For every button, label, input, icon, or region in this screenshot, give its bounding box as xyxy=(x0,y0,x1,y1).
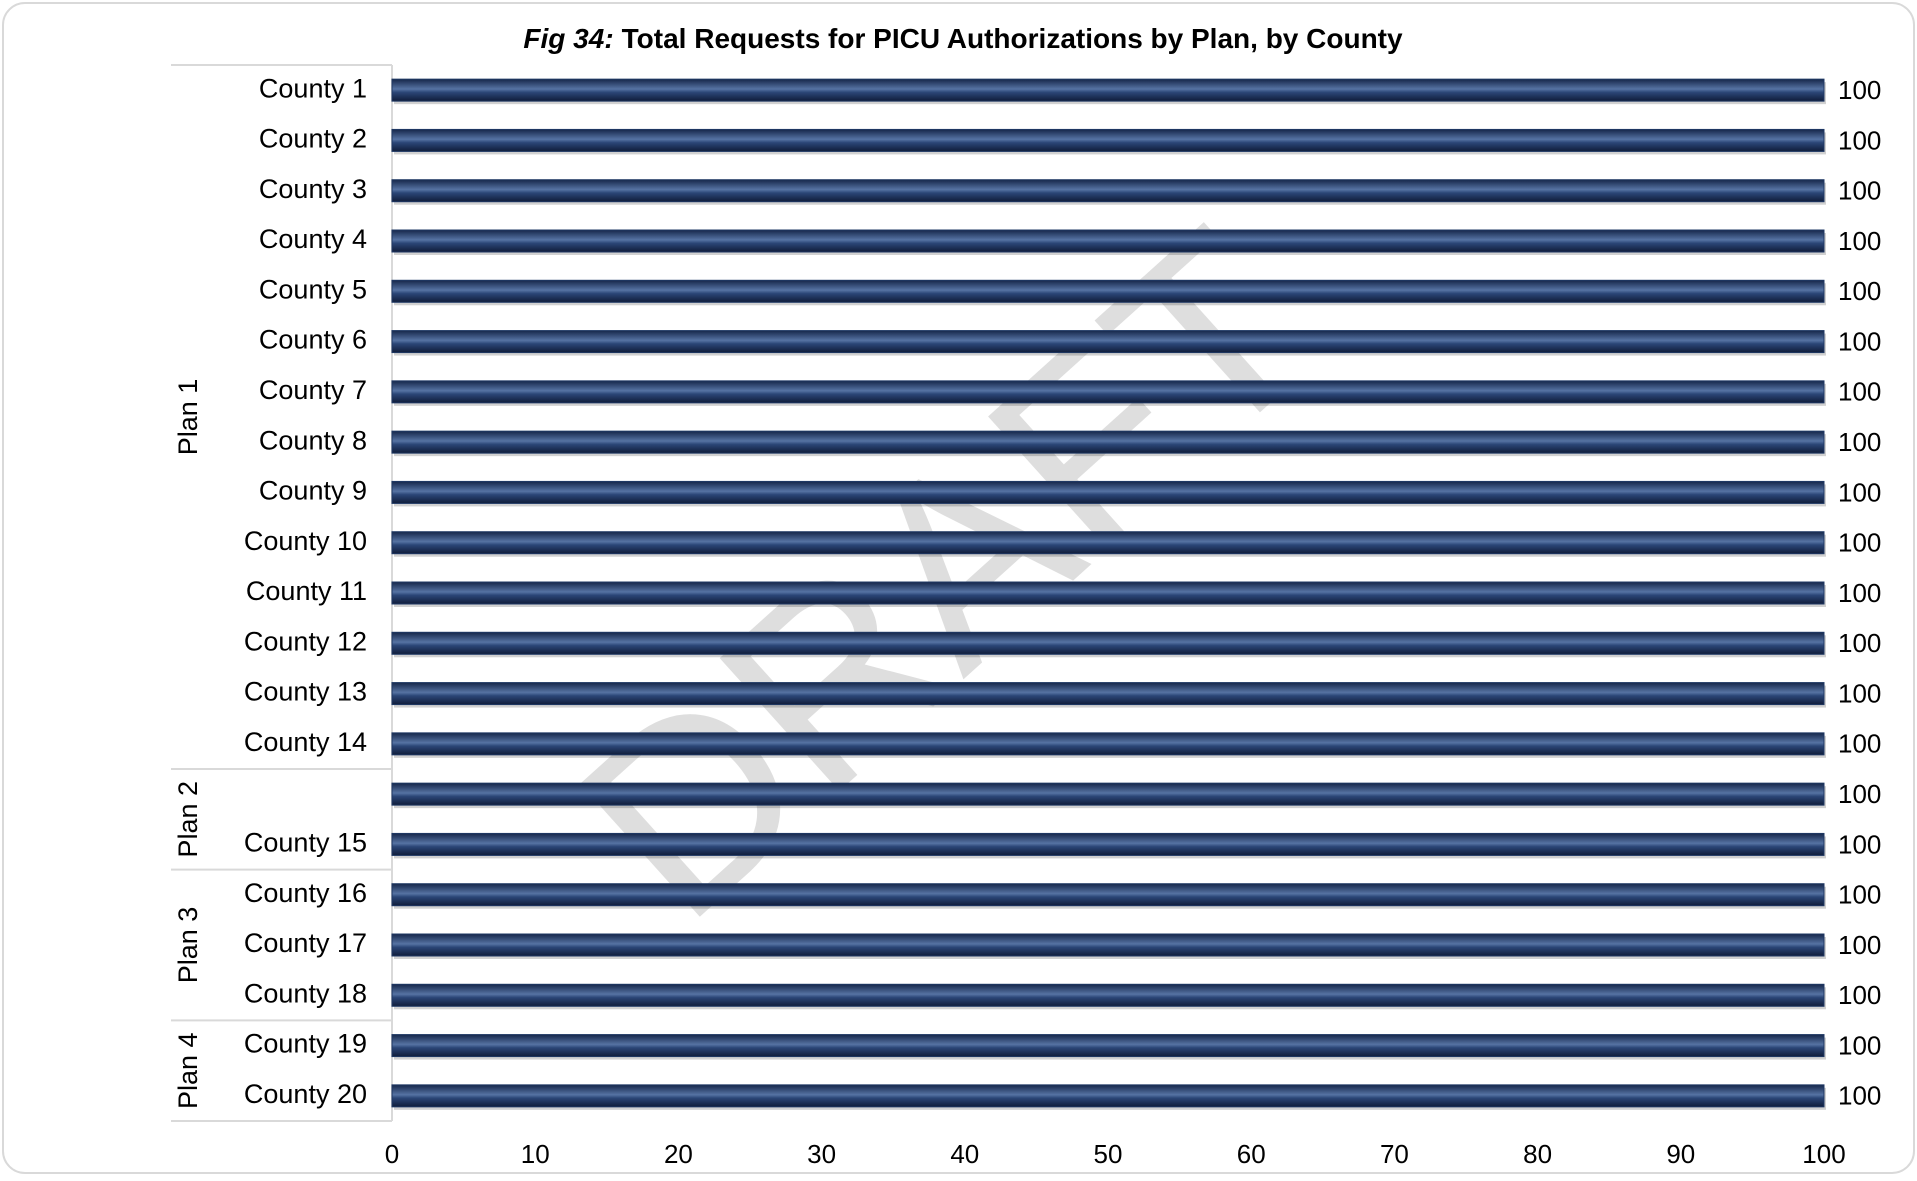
x-tick-label: 90 xyxy=(1666,1139,1695,1169)
y-tick-label: County 15 xyxy=(244,828,367,858)
x-tick-label: 50 xyxy=(1094,1139,1123,1169)
bar xyxy=(391,380,1825,404)
y-tick-label: County 9 xyxy=(259,476,367,506)
y-tick-label: County 11 xyxy=(246,576,367,606)
value-label: 100 xyxy=(1838,628,1881,658)
y-tick-label: County 3 xyxy=(259,174,367,204)
y-tick-label: County 18 xyxy=(244,978,367,1008)
x-tick-label: 0 xyxy=(385,1139,399,1169)
x-tick-label: 30 xyxy=(807,1139,836,1169)
value-label: 100 xyxy=(1838,678,1881,708)
y-tick-label: County 5 xyxy=(259,274,367,304)
value-label: 100 xyxy=(1838,226,1881,256)
y-tick-label: County 2 xyxy=(259,124,367,154)
value-label: 100 xyxy=(1838,477,1881,507)
x-tick-label: 100 xyxy=(1802,1139,1845,1169)
bar xyxy=(391,128,1825,152)
value-label: 100 xyxy=(1838,980,1881,1010)
bar xyxy=(391,480,1825,504)
y-tick-label: County 14 xyxy=(244,727,367,757)
y-tick-label: County 1 xyxy=(259,73,367,103)
value-label: 100 xyxy=(1838,125,1881,155)
x-tick-label: 70 xyxy=(1380,1139,1409,1169)
y-tick-label: County 19 xyxy=(244,1029,367,1059)
bar xyxy=(391,531,1825,555)
bar xyxy=(391,732,1825,756)
y-tick-label: County 16 xyxy=(244,878,367,908)
y-tick-label: County 10 xyxy=(244,526,367,556)
x-tick-label: 60 xyxy=(1237,1139,1266,1169)
value-label: 100 xyxy=(1838,1030,1881,1060)
title-main: Total Requests for PICU Authorizations b… xyxy=(622,23,1403,54)
y-tick-label: County 6 xyxy=(259,325,367,355)
value-label: 100 xyxy=(1838,528,1881,558)
value-label: 100 xyxy=(1838,880,1881,910)
y-tick-label: County 7 xyxy=(259,375,367,405)
bar xyxy=(391,631,1825,655)
value-label: 100 xyxy=(1838,377,1881,407)
value-label: 100 xyxy=(1838,729,1881,759)
bar xyxy=(391,229,1825,253)
bar xyxy=(391,179,1825,203)
bar xyxy=(391,279,1825,303)
value-label: 100 xyxy=(1838,75,1881,105)
value-label: 100 xyxy=(1838,326,1881,356)
bar xyxy=(391,883,1825,907)
value-label: 100 xyxy=(1838,930,1881,960)
x-tick-label: 10 xyxy=(521,1139,550,1169)
y-tick-label: County 20 xyxy=(244,1079,367,1109)
bar xyxy=(391,933,1825,957)
group-label: Plan 4 xyxy=(173,1032,203,1109)
chart-title: Fig 34: Total Requests for PICU Authoriza… xyxy=(523,23,1403,54)
x-tick-label: 40 xyxy=(950,1139,979,1169)
bar xyxy=(391,782,1825,806)
x-tick-label: 20 xyxy=(664,1139,693,1169)
bar xyxy=(391,682,1825,706)
value-label: 100 xyxy=(1838,779,1881,809)
value-label: 100 xyxy=(1838,578,1881,608)
y-tick-label: County 17 xyxy=(244,928,367,958)
bar xyxy=(391,581,1825,605)
bar xyxy=(391,983,1825,1007)
group-label: Plan 1 xyxy=(173,379,203,456)
bar xyxy=(391,78,1825,102)
value-label: 100 xyxy=(1838,427,1881,457)
value-label: 100 xyxy=(1838,829,1881,859)
bar xyxy=(391,1084,1825,1108)
y-tick-label: County 4 xyxy=(259,224,367,254)
value-label: 100 xyxy=(1838,1081,1881,1111)
bar xyxy=(391,832,1825,856)
title-prefix: Fig 34: xyxy=(523,23,613,54)
x-tick-label: 80 xyxy=(1523,1139,1552,1169)
y-tick-label: County 12 xyxy=(244,626,367,656)
bar xyxy=(391,430,1825,454)
bar xyxy=(391,1034,1825,1058)
bar xyxy=(391,330,1825,354)
y-tick-label: County 8 xyxy=(259,425,367,455)
group-label: Plan 2 xyxy=(173,781,203,858)
value-label: 100 xyxy=(1838,276,1881,306)
group-label: Plan 3 xyxy=(173,907,203,984)
value-label: 100 xyxy=(1838,176,1881,206)
y-tick-label: County 13 xyxy=(244,677,367,707)
